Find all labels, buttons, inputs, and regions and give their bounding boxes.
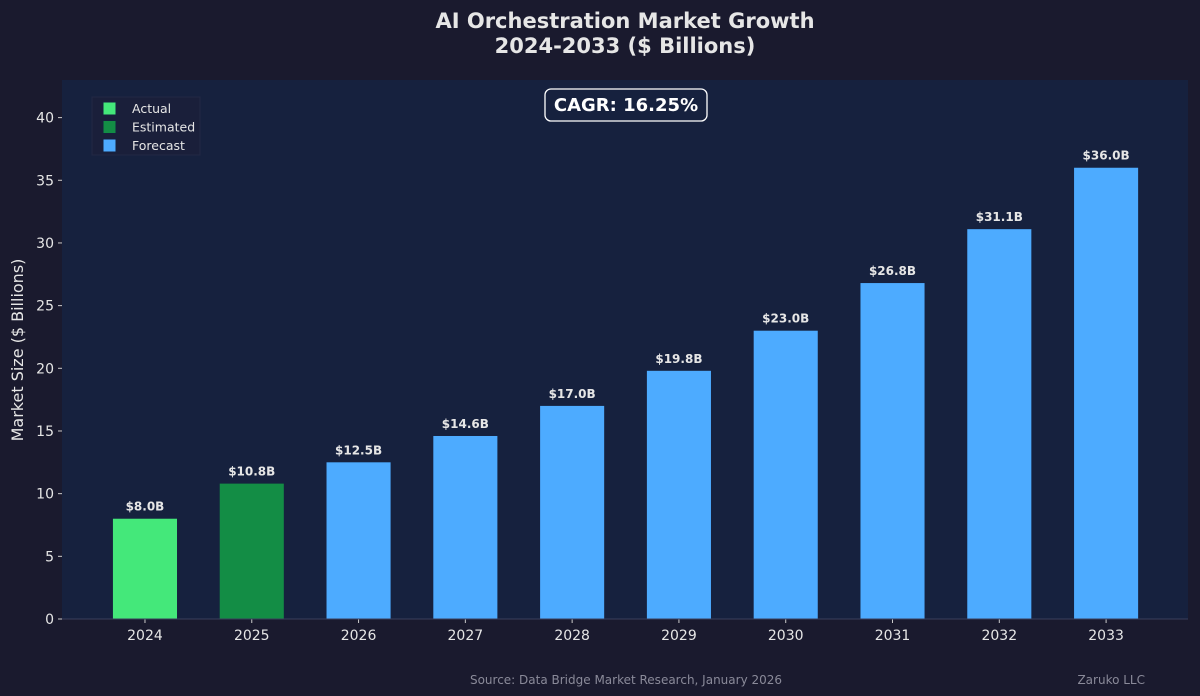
legend-swatch-actual: [102, 101, 117, 116]
y-axis-label: Market Size ($ Billions): [8, 259, 27, 442]
y-tick-label: 30: [36, 236, 54, 252]
cagr-annotation: CAGR: 16.25%: [544, 88, 708, 122]
bar-2031: [860, 283, 925, 619]
data-label: $19.8B: [655, 352, 702, 366]
y-tick-label: 15: [36, 424, 54, 440]
x-tick-label: 2028: [554, 628, 590, 644]
bar-2029: [646, 370, 711, 619]
bar-2030: [753, 330, 818, 619]
source-note: Source: Data Bridge Market Research, Jan…: [470, 673, 782, 687]
x-tick-label: 2033: [1088, 628, 1124, 644]
bar-2024: [112, 518, 178, 619]
y-tick-label: 25: [36, 299, 54, 315]
y-tick-label: 35: [36, 173, 54, 189]
data-label: $8.0B: [126, 500, 165, 514]
x-tick-label: 2025: [234, 628, 270, 644]
x-tick-label: 2029: [661, 628, 697, 644]
y-tick-label: 0: [45, 612, 54, 628]
y-tick-label: 5: [45, 549, 54, 565]
bar-2026: [326, 462, 391, 619]
bar-2032: [967, 229, 1032, 620]
data-label: $31.1B: [976, 210, 1023, 224]
bar-2025: [219, 483, 284, 619]
bar-2033: [1074, 167, 1139, 619]
y-tick-label: 40: [36, 111, 54, 127]
legend-label: Actual: [132, 101, 171, 116]
x-tick-label: 2031: [875, 628, 911, 644]
data-label: $10.8B: [228, 465, 275, 479]
data-label: $26.8B: [869, 264, 916, 278]
legend-swatch-forecast: [102, 138, 117, 153]
legend-swatch-estimated: [102, 120, 117, 134]
x-tick-label: 2027: [448, 628, 484, 644]
y-tick-label: 10: [36, 487, 54, 503]
bar-2027: [433, 435, 498, 619]
chart-title: AI Orchestration Market Growth: [435, 9, 814, 33]
y-tick-label: 20: [36, 361, 54, 377]
data-label: $36.0B: [1083, 149, 1130, 163]
data-label: $23.0B: [762, 312, 809, 326]
legend-label: Estimated: [132, 120, 195, 135]
x-tick-label: 2030: [768, 628, 804, 644]
data-label: $12.5B: [335, 443, 382, 457]
credit-note: Zaruko LLC: [1077, 673, 1145, 687]
x-tick-label: 2026: [341, 628, 377, 644]
data-label: $17.0B: [549, 387, 596, 401]
x-tick-label: 2032: [981, 628, 1017, 644]
cagr-text: CAGR: 16.25%: [554, 95, 698, 116]
legend: Actual Estimated Forecast: [91, 96, 201, 156]
x-tick-label: 2024: [127, 628, 163, 644]
bar-2028: [540, 405, 605, 619]
data-label: $14.6B: [442, 417, 489, 431]
chart-subtitle: 2024-2033 ($ Billions): [495, 34, 756, 58]
legend-label: Forecast: [132, 138, 185, 153]
